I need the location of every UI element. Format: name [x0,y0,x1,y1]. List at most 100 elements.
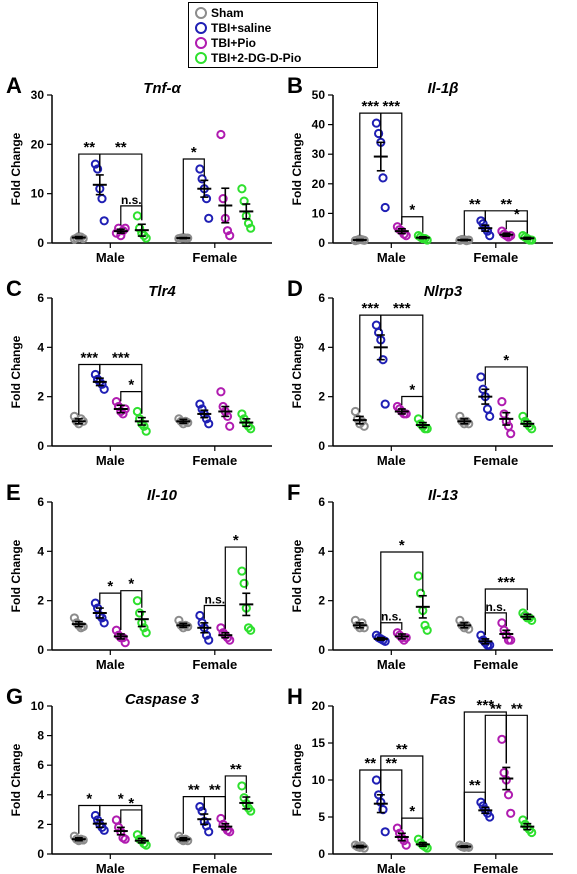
data-point [218,194,228,204]
data-point [416,588,426,598]
data-point [237,184,247,194]
significance-label: n.s. [204,592,225,606]
y-tick-label: 30 [312,147,326,161]
data-point [380,827,390,837]
panel-title: Il-10 [147,487,178,504]
y-tick-label: 6 [37,291,44,305]
x-tick-label: Female [192,453,237,468]
bracket-line [484,588,528,635]
y-tick-label: 20 [31,137,45,151]
data-point [201,194,212,204]
y-tick-label: 50 [312,88,326,102]
data-point [141,233,151,243]
y-tick-label: 10 [312,773,326,787]
y-tick-label: 20 [312,699,326,713]
data-point [380,399,390,409]
panel-title: Tlr4 [148,283,176,300]
y-tick-label: 8 [37,729,44,743]
legend-marker [195,51,207,64]
data-point [204,213,214,223]
data-point [225,827,235,837]
legend-label: Sham [211,5,244,20]
significance-bracket: ** [484,700,507,804]
significance-bracket: * [505,206,528,234]
significance-label: * [409,382,415,399]
x-tick-label: Male [96,453,125,468]
y-tick-label: 6 [318,495,325,509]
significance-label: * [86,791,92,808]
data-point [455,411,465,421]
data-point [371,118,381,128]
data-point [141,426,151,436]
y-tick-label: 4 [37,788,44,802]
significance-label: n.s. [485,600,506,614]
data-point [359,421,369,431]
data-point [99,384,109,394]
data-point [527,424,537,434]
data-point [97,379,107,389]
significance-label: ** [230,761,242,778]
data-point [139,623,149,633]
data-point [216,129,226,140]
data-point [485,411,495,421]
data-point [99,216,109,226]
data-point [195,610,205,621]
y-axis-label: Fold Change [290,539,304,612]
y-axis-label: Fold Change [9,132,23,205]
panel-letter: C [6,276,22,301]
significance-bracket: ** [380,741,424,839]
significance-label: * [128,576,134,593]
data-point [135,608,145,618]
legend-item-tbi-pio: TBI+Pio [195,35,256,50]
data-point [132,830,142,840]
data-point [378,173,388,183]
x-tick-label: Male [96,861,125,874]
data-point [518,815,528,825]
bracket-line [380,112,403,225]
y-tick-label: 2 [37,817,44,831]
y-tick-label: 2 [318,390,325,404]
data-point [99,825,109,835]
data-point [401,840,411,850]
data-point [527,827,537,838]
significance-bracket: *** [484,574,528,635]
data-point [120,638,130,648]
bracket-line [120,205,143,226]
panel-letter: D [287,276,303,301]
y-tick-label: 2 [318,594,325,608]
data-point [357,416,367,426]
panel-e: E Il-10 Fold Change 0 2 4 6 Male Female * * n.s. * [6,480,272,672]
data-point [497,397,507,407]
significance-bracket: *** [99,349,143,414]
significance-label: ** [490,700,502,717]
significance-label: *** [362,300,380,317]
data-point [237,566,247,576]
data-point [246,223,256,233]
y-tick-label: 15 [312,736,326,750]
bracket-line [224,775,247,820]
data-point [141,628,151,638]
data-point [476,372,486,382]
legend-marker [195,36,207,49]
data-point [420,620,430,630]
significance-bracket: * [401,202,424,233]
data-point [216,623,226,633]
significance-bracket: * [484,352,528,418]
data-point [132,211,142,221]
significance-label: n.s. [381,610,402,624]
bracket-line [120,391,143,414]
significance-label: ** [83,139,95,156]
significance-label: * [399,537,405,554]
legend-item-sham: Sham [195,5,244,20]
data-point [497,734,507,744]
x-tick-label: Female [192,657,237,672]
data-point [132,596,142,606]
legend: Sham TBI+saline TBI+Pio TBI+2-DG-D-Pio [188,2,378,68]
significance-bracket: * [182,144,205,234]
significance-label: ** [469,777,481,794]
significance-label: ** [385,755,397,772]
significance-label: *** [81,349,99,366]
